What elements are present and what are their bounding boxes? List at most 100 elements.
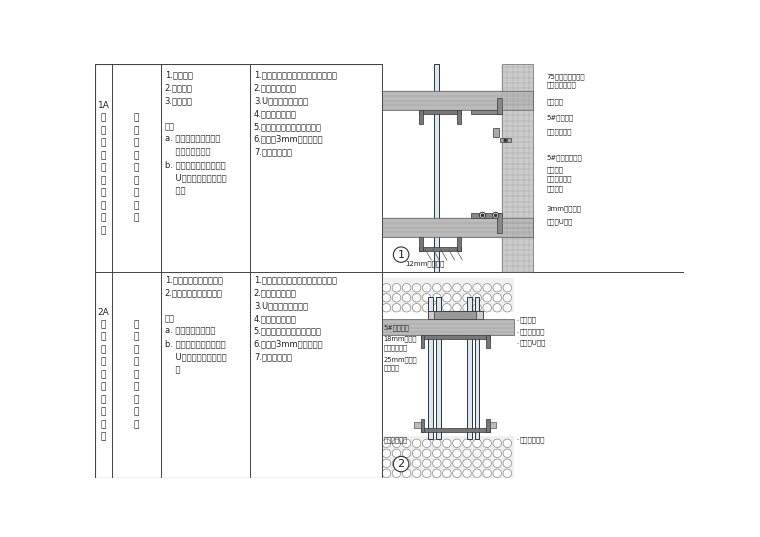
Circle shape (423, 284, 431, 292)
Circle shape (394, 456, 409, 472)
Bar (457, 110, 461, 124)
Text: 玻
璃
窗
户
与
墙
面
相
接: 玻 璃 窗 户 与 墙 面 相 接 (134, 320, 139, 429)
Circle shape (492, 212, 499, 219)
Circle shape (493, 294, 502, 302)
Circle shape (413, 294, 421, 302)
Circle shape (504, 139, 508, 142)
Circle shape (402, 469, 411, 477)
Bar (382, 217, 533, 237)
Circle shape (495, 214, 497, 216)
Circle shape (453, 294, 461, 302)
Circle shape (402, 303, 411, 312)
Text: 18mm多层板
防火防腐三度: 18mm多层板 防火防腐三度 (383, 336, 416, 351)
Text: 25mm玻璃棉
包防火布: 25mm玻璃棉 包防火布 (383, 357, 416, 371)
Circle shape (503, 449, 511, 458)
Circle shape (423, 469, 431, 477)
Bar (436, 297, 441, 439)
Text: 弹性胶垫: 弹性胶垫 (520, 317, 537, 323)
Circle shape (463, 449, 471, 458)
Circle shape (473, 294, 481, 302)
Text: 1.玻璃窗户
2.挡迴垂壁
3.玻璃隔断

注：
a. 不同使用场合，玻璃
    的选材不一样。
b. 玻璃高度及受力不同，
    U型槽的深度要求也不
 : 1.玻璃窗户 2.挡迴垂壁 3.玻璃隔断 注： a. 不同使用场合，玻璃 的选材… (165, 70, 226, 195)
Circle shape (493, 439, 502, 447)
Circle shape (463, 294, 471, 302)
Circle shape (453, 284, 461, 292)
Text: 透明胶条填充: 透明胶条填充 (520, 328, 545, 335)
Circle shape (392, 439, 401, 447)
Circle shape (392, 459, 401, 468)
Bar (419, 247, 461, 251)
Text: 2: 2 (397, 459, 404, 469)
Bar (428, 297, 433, 439)
Text: 3mm扩胶处理: 3mm扩胶处理 (547, 205, 582, 212)
Circle shape (483, 303, 492, 312)
Text: 透明胶条填充: 透明胶条填充 (547, 176, 572, 183)
Circle shape (442, 294, 451, 302)
Text: 泡沫填充: 泡沫填充 (547, 185, 564, 192)
Circle shape (453, 469, 461, 477)
Circle shape (483, 459, 492, 468)
Circle shape (483, 469, 492, 477)
Circle shape (413, 439, 421, 447)
Circle shape (493, 469, 502, 477)
Circle shape (442, 439, 451, 447)
Circle shape (423, 459, 431, 468)
Circle shape (392, 449, 401, 458)
Bar (382, 272, 684, 478)
Text: 不锈钢U型槽: 不锈钢U型槽 (547, 218, 573, 225)
Circle shape (503, 459, 511, 468)
Text: 不锈钢U型槽: 不锈钢U型槽 (520, 340, 546, 346)
Bar (382, 91, 533, 110)
Circle shape (453, 449, 461, 458)
Text: 不锈钢干挂件: 不锈钢干挂件 (547, 128, 572, 135)
Text: 1: 1 (397, 250, 404, 259)
Circle shape (432, 439, 441, 447)
Circle shape (473, 303, 481, 312)
Bar (486, 419, 490, 432)
Bar (475, 297, 480, 439)
Circle shape (463, 439, 471, 447)
Circle shape (382, 284, 391, 292)
Circle shape (382, 449, 391, 458)
Bar (420, 336, 490, 339)
Bar (471, 213, 502, 217)
Text: 1A
墙
面
相
同
材
质
工
艺
做
法: 1A 墙 面 相 同 材 质 工 艺 做 法 (97, 101, 109, 235)
Circle shape (442, 469, 451, 477)
Circle shape (382, 294, 391, 302)
Text: 2A
墙
面
相
同
材
质
工
艺
做
法: 2A 墙 面 相 同 材 质 工 艺 做 法 (97, 308, 109, 442)
Circle shape (402, 449, 411, 458)
Text: 1.玻璃物料选样，无划痕，无损伤。
2.钢架基层预埋。
3.U型槽的焊接安装。
4.弹性胶垫填充。
5.安装玻璃，透明胶条填充。
6.收口处3mm扩胶处理。
7: 1.玻璃物料选样，无划痕，无损伤。 2.钢架基层预埋。 3.U型槽的焊接安装。 … (254, 275, 337, 361)
Circle shape (382, 439, 391, 447)
Bar (382, 278, 514, 313)
Bar (428, 311, 435, 318)
Circle shape (392, 294, 401, 302)
Text: 双层中空玻璃: 双层中空玻璃 (520, 436, 545, 442)
Circle shape (382, 303, 391, 312)
Circle shape (481, 214, 483, 216)
Bar (419, 110, 423, 124)
Circle shape (493, 284, 502, 292)
Text: 弹性胶垫: 弹性胶垫 (547, 166, 564, 173)
Text: 75系轻钢龙骨内置
防火布包隔音棉: 75系轻钢龙骨内置 防火布包隔音棉 (547, 73, 585, 88)
Text: 12mm钢化玻璃: 12mm钢化玻璃 (405, 260, 445, 267)
Bar (435, 64, 439, 272)
Circle shape (473, 449, 481, 458)
Circle shape (453, 439, 461, 447)
Bar (457, 237, 461, 251)
Circle shape (402, 439, 411, 447)
Bar (492, 128, 499, 137)
Text: 双层中空玻璃: 双层中空玻璃 (383, 436, 407, 442)
Circle shape (503, 469, 511, 477)
Circle shape (402, 284, 411, 292)
Circle shape (442, 449, 451, 458)
Circle shape (432, 469, 441, 477)
Bar (497, 98, 502, 114)
Circle shape (480, 212, 486, 219)
Text: 1.有声学要求的玻璃窗户
2.有声学要求的玻璃隔断

注：
a. 玻璃的选材，厚度
b. 玻璃高度及受力不同，
    U型槽的深度要求也不
    同: 1.有声学要求的玻璃窗户 2.有声学要求的玻璃隔断 注： a. 玻璃的选材，厚度… (165, 275, 226, 374)
Bar (382, 318, 514, 336)
Circle shape (473, 439, 481, 447)
Circle shape (453, 459, 461, 468)
Circle shape (503, 284, 511, 292)
Bar (500, 139, 511, 142)
Circle shape (423, 439, 431, 447)
Circle shape (483, 294, 492, 302)
